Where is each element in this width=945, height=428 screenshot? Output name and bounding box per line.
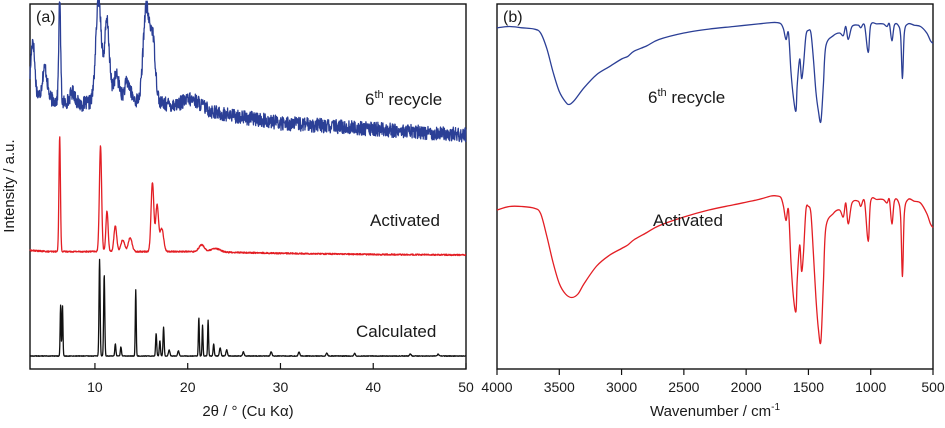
panel-a-x-tick-label-10: 10 — [87, 379, 103, 395]
panel-a-x-tick-label-30: 30 — [273, 379, 289, 395]
legend-label-6th-recycle-xrd-sup: th — [374, 89, 383, 101]
panel-b-x-axis-label: Wavenumber / cm-1 — [650, 402, 780, 420]
panel-b-x-tick-label-2000: 2000 — [731, 379, 762, 395]
panel-b-x-axis-label-sup: -1 — [771, 402, 780, 413]
panel-b-x-tick-label-500: 500 — [921, 379, 945, 395]
ir-trace-activated — [496, 195, 934, 345]
panel-b-label: (b) — [503, 9, 523, 26]
panel-a-y-axis-label: Intensity / a.u. — [1, 139, 18, 232]
panel-a-label: (a) — [36, 9, 56, 26]
legend-label-6th-recycle-xrd-main: 6 — [365, 90, 374, 109]
panel-a-traces — [29, 0, 467, 357]
panel-b-x-ticks: 4000 3500 3000 2500 2000 1500 1000 500 — [481, 369, 945, 395]
legend-label-6th-recycle-ir-rest: recycle — [667, 88, 726, 107]
legend-label-calculated-xrd: Calculated — [356, 322, 436, 341]
panel-a-x-tick-label-20: 20 — [180, 379, 196, 395]
panel-a: (a) 10 20 30 40 50 2θ / ° (Cu Kα) Intensity … — [1, 0, 474, 420]
xrd-trace-6th-recycle — [29, 0, 467, 143]
legend-label-6th-recycle-ir-main: 6 — [648, 88, 657, 107]
panel-a-x-ticks: 10 20 30 40 50 — [87, 363, 474, 395]
panel-b-x-tick-label-1500: 1500 — [793, 379, 824, 395]
legend-label-6th-recycle-ir: 6th recycle — [648, 87, 725, 107]
panel-a-x-axis-label: 2θ / ° (Cu Kα) — [202, 403, 293, 420]
panel-b-x-tick-label-2500: 2500 — [668, 379, 699, 395]
panel-b-x-axis-label-main: Wavenumber / cm — [650, 403, 771, 420]
panel-b-x-tick-label-4000: 4000 — [481, 379, 512, 395]
legend-label-activated-xrd: Activated — [370, 211, 440, 230]
legend-label-6th-recycle-xrd-rest: recycle — [384, 90, 443, 109]
xrd-trace-calculated — [29, 258, 467, 357]
panel-a-x-tick-label-50: 50 — [458, 379, 474, 395]
panel-b-traces — [496, 21, 934, 345]
panel-b-x-tick-label-3000: 3000 — [606, 379, 637, 395]
ir-trace-6th-recycle — [496, 21, 934, 124]
panel-b-frame — [496, 3, 934, 370]
legend-label-activated-ir: Activated — [653, 211, 723, 230]
panel-a-x-tick-label-40: 40 — [365, 379, 381, 395]
panel-b: (b) 4000 3500 3000 2500 2000 1500 1000 500 Wave… — [481, 3, 945, 420]
panel-b-x-tick-label-1000: 1000 — [855, 379, 886, 395]
legend-label-6th-recycle-xrd: 6th recycle — [365, 89, 442, 109]
xrd-trace-activated — [29, 136, 467, 257]
panel-b-x-tick-label-3500: 3500 — [544, 379, 575, 395]
legend-label-6th-recycle-ir-sup: th — [657, 87, 666, 99]
panel-a-frame — [29, 3, 467, 370]
